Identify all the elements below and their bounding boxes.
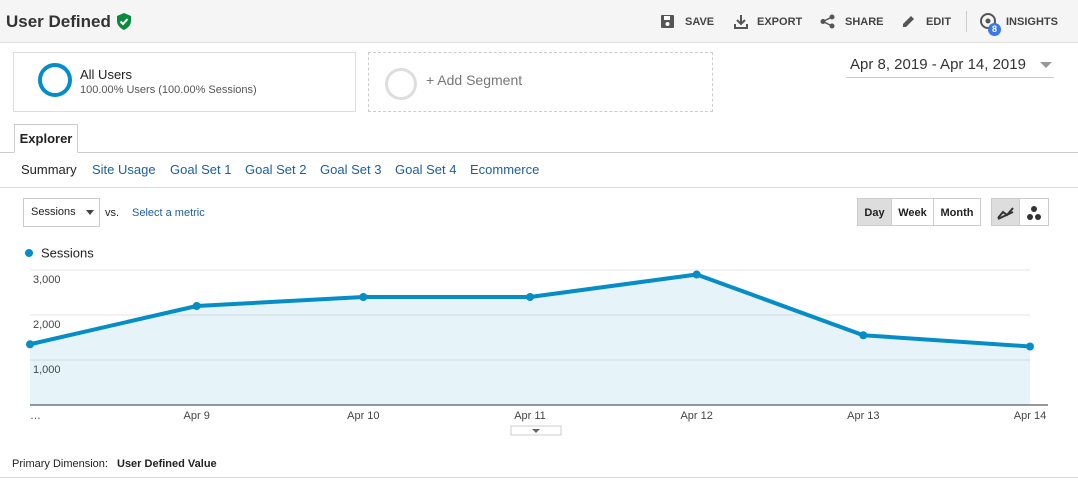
segment-circle [38,63,72,97]
subtab[interactable]: Goal Set 1 [170,162,232,177]
legend-marker [25,249,33,257]
motion-chart-button[interactable] [1019,198,1049,226]
report-title: User Defined [6,12,111,31]
chart: 1,000 2,000 3,000 … Apr 9 Apr 10 Apr 11 Apr 12 A… [25,246,1048,436]
data-point [192,302,201,310]
x-tick-label: Apr 9 [184,410,210,422]
save-action[interactable]: SAVE [685,16,715,28]
share-action[interactable]: SHARE [845,16,884,28]
y-tick-label: 1,000 [33,364,61,376]
week-button[interactable]: Week [891,198,934,226]
add-segment-card[interactable] [368,52,713,112]
select-caret [86,210,94,215]
export-icon[interactable] [733,14,749,29]
segment-name: All Users [80,67,133,82]
primary-dimension-label: Primary Dimension: [12,458,108,470]
tab-rule [0,152,1078,153]
x-tick-label: Apr 10 [347,410,379,422]
y-tick-label: 3,000 [33,274,61,286]
export-action[interactable]: EXPORT [757,16,803,28]
day-button[interactable]: Day [857,198,892,226]
x-tick-label: Apr 11 [514,410,546,422]
save-icon[interactable] [660,14,675,29]
data-point [359,293,368,301]
edit-action[interactable]: EDIT [926,16,952,28]
subtab[interactable]: Goal Set 4 [395,162,457,177]
insights-badge: 8 [988,23,1001,36]
vs-label: vs. [105,207,120,219]
share-icon[interactable] [820,14,835,29]
verified-icon [117,13,131,30]
subtab[interactable]: Site Usage [92,162,156,177]
line-chart-button[interactable] [991,198,1020,226]
x-tick-label: Apr 12 [680,410,712,422]
insights-action[interactable]: INSIGHTS [1006,16,1058,28]
subtab[interactable]: Summary [21,162,77,177]
data-point [26,340,34,349]
x-tick-label: Apr 13 [847,410,879,422]
subtab[interactable]: Ecommerce [470,162,540,177]
date-range[interactable]: Apr 8, 2019 - Apr 14, 2019 [846,56,1054,78]
edit-icon[interactable] [901,14,916,29]
date-caret [1040,62,1052,68]
data-point [692,270,701,279]
select-metric[interactable]: Select a metric [132,207,205,219]
data-point [859,331,868,340]
collapse-caret [532,429,540,433]
subtab[interactable]: Goal Set 2 [245,162,307,177]
subtab-rule [0,187,1078,188]
primary-dimension-value[interactable]: User Defined Value [117,458,217,470]
metric-select[interactable]: Sessions [23,198,100,227]
subtab[interactable]: Goal Set 3 [320,162,382,177]
add-segment[interactable]: + Add Segment [426,72,523,88]
explorer-tab[interactable]: Explorer [14,124,78,153]
segment-card[interactable] [13,52,356,112]
dimension-rule [0,477,1078,478]
segment-detail: 100.00% Users (100.00% Sessions) [80,84,257,96]
add-segment-circle [385,68,417,100]
area-fill [30,274,1030,405]
month-button[interactable]: Month [933,198,981,226]
x-tick-label: … [30,410,41,422]
data-point [1026,342,1034,351]
date-range-text: Apr 8, 2019 - Apr 14, 2019 [850,56,1026,73]
legend-label: Sessions [41,246,94,261]
x-tick-label: Apr 14 [1014,410,1046,422]
y-tick-label: 2,000 [33,319,61,331]
header-bar [0,0,1078,43]
divider [966,11,967,32]
data-point [526,293,534,301]
metric-select-text: Sessions [31,206,76,218]
